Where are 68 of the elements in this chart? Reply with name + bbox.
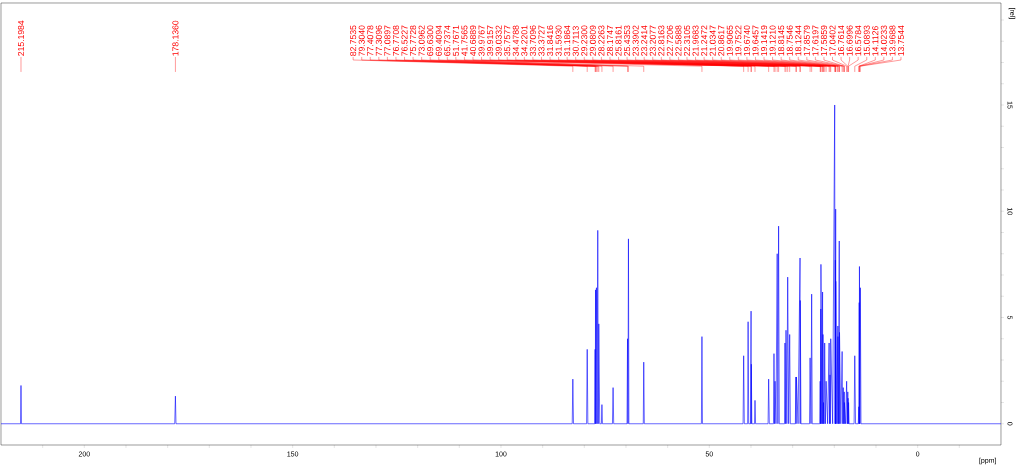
- annotation: 30.7113: [572, 26, 579, 56]
- annotation: 33.7096: [529, 25, 536, 56]
- line-series: [0, 104, 1002, 425]
- annotation: 25.8161: [615, 25, 622, 56]
- annotation: 31.1864: [564, 25, 571, 56]
- annotation: 76.5227: [401, 25, 408, 56]
- annotation: 75.7728: [410, 25, 417, 56]
- annotation: 73.0962: [418, 25, 425, 56]
- annotation: 21.9683: [692, 25, 699, 56]
- annotation: 13.9688: [889, 25, 896, 56]
- annotation: 17.8579: [803, 25, 810, 56]
- annotation: 41.7565: [461, 25, 468, 57]
- annotation: 21.2472: [701, 25, 708, 56]
- annotation: 13.7544: [897, 25, 905, 56]
- annotation: 25.4353: [624, 25, 631, 56]
- annotation: 28.2263: [598, 25, 605, 56]
- annotation: 19.9065: [726, 25, 733, 56]
- annotation: 18.8145: [778, 25, 785, 56]
- annotation: 77.0897: [384, 25, 391, 56]
- annotation: 69.4094: [435, 25, 442, 56]
- annotation: 23.3902: [632, 25, 639, 56]
- annotation: 76.7708: [392, 25, 399, 56]
- annotation: 17.0402: [829, 25, 836, 56]
- annotation: 39.9767: [478, 25, 485, 56]
- annotation: 39.0332: [495, 25, 502, 56]
- annotation: 22.7206: [666, 25, 673, 56]
- annotation: 18.1244: [795, 25, 802, 56]
- annotation: 22.3105: [683, 25, 691, 56]
- annotation: 39.9157: [487, 25, 494, 56]
- annotation: 23.2077: [649, 25, 656, 56]
- annotation: 65.7374: [444, 25, 451, 56]
- annotation: 19.1419: [760, 25, 768, 56]
- annotation: 14.0233: [880, 25, 887, 56]
- annotation: 16.5784: [855, 25, 862, 56]
- annotation: 18.7546: [786, 25, 793, 56]
- annotation: 34.4788: [512, 25, 519, 56]
- annotation: 16.6996: [846, 25, 853, 56]
- annotation: 51.7671: [452, 25, 459, 56]
- annotation: 31.8416: [546, 25, 554, 56]
- annotation: 178.1360: [172, 20, 179, 56]
- annotation: 215.1984: [17, 20, 25, 56]
- annotation: 77.3096: [375, 25, 382, 56]
- annotation: 69.6300: [427, 25, 434, 56]
- annotation: 14.1126: [872, 26, 879, 56]
- annotation: 19.6457: [752, 25, 759, 56]
- annotation: 19.1210: [769, 25, 776, 56]
- annotation: 17.5859: [820, 25, 827, 56]
- annotation: 22.8163: [658, 25, 665, 56]
- annotation: 29.2300: [581, 25, 588, 56]
- annotation: 22.5888: [675, 25, 682, 56]
- annotation: 16.7614: [838, 25, 845, 56]
- annotation: 21.0347: [709, 25, 716, 56]
- annotation: 35.7577: [504, 25, 511, 56]
- annotation: 17.6197: [812, 25, 819, 56]
- annotation: 33.3727: [538, 25, 545, 56]
- annotation: 34.2201: [521, 25, 528, 56]
- annotation: 79.3040: [358, 25, 365, 56]
- annotation: 40.6889: [469, 25, 477, 57]
- annotation: 77.4078: [367, 25, 374, 56]
- annotation: 23.2414: [641, 25, 648, 56]
- annotation: 82.7535: [350, 25, 357, 56]
- annotation: 19.6740: [743, 25, 750, 56]
- annotation: 15.0893: [863, 25, 870, 56]
- annotation: 29.0809: [589, 25, 596, 56]
- annotation: 19.7522: [735, 25, 742, 56]
- annotation: 28.1747: [606, 25, 613, 56]
- annotation: 20.8617: [718, 25, 725, 56]
- annotation: 31.5930: [555, 25, 562, 56]
